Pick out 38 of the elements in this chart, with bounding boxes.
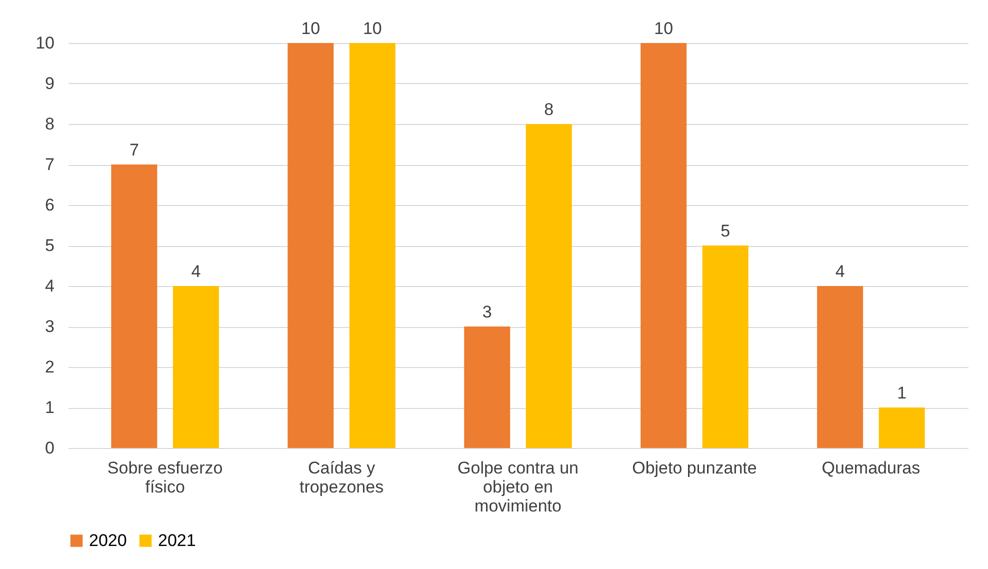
bar: [288, 43, 334, 448]
data-label: 4: [191, 262, 201, 281]
data-label: 1: [897, 384, 907, 402]
data-label: 3: [482, 302, 492, 322]
y-tick-label: 7: [45, 155, 54, 174]
x-tick-label: Sobre esfuerzo físico: [107, 458, 223, 496]
bar: [702, 246, 748, 448]
x-tick-label: Golpe contra un objeto en movimiento: [458, 458, 578, 516]
data-label: 7: [129, 140, 139, 160]
legend-label: 2021: [158, 530, 196, 550]
data-label: 5: [720, 222, 730, 240]
bar: [878, 408, 925, 448]
bar: [817, 286, 864, 448]
y-tick-label: 3: [45, 317, 54, 336]
x-tick-label: Objeto punzante: [632, 458, 757, 478]
bar: [464, 326, 510, 448]
data-label: 10: [362, 19, 382, 38]
y-tick-label: 10: [36, 34, 54, 52]
y-tick-label: 2: [45, 358, 54, 376]
y-tick-label: 8: [45, 114, 54, 134]
legend-label: 2020: [89, 530, 127, 550]
data-label: 10: [301, 19, 320, 38]
bar: [172, 286, 219, 448]
bar: [526, 124, 572, 448]
bar: [640, 43, 687, 448]
bar: [349, 43, 396, 448]
y-tick-label: 0: [45, 438, 54, 458]
y-tick-label: 6: [45, 196, 54, 214]
data-label: 8: [544, 100, 554, 119]
x-tick-label: Caídas y tropezones: [299, 458, 384, 496]
x-tick-label: Quemaduras: [822, 458, 920, 478]
data-label: 4: [835, 262, 845, 281]
y-tick-label: 4: [45, 276, 54, 296]
y-tick-label: 1: [45, 398, 54, 417]
y-tick-label: 9: [45, 74, 54, 93]
bar: [111, 164, 158, 448]
y-tick-label: 5: [45, 236, 54, 255]
data-label: 10: [654, 19, 674, 38]
